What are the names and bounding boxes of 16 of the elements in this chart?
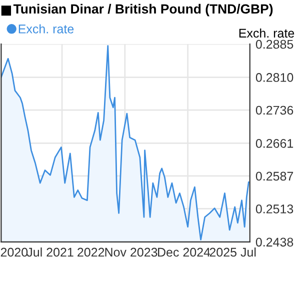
y-tick-label: 0.2736: [256, 106, 294, 115]
chart-title: Tunisian Dinar / British Pound (TND/GBP): [13, 4, 273, 16]
y-tick-label: 0.2661: [256, 139, 294, 148]
y-tick-label: 0.2885: [256, 40, 294, 49]
y-tick-label: 0.2810: [256, 73, 294, 82]
x-tick-label: 2022: [78, 248, 104, 257]
x-tick-label: Dec 2024: [158, 248, 210, 257]
x-tick-label: 2025 Jul: [210, 247, 256, 257]
y-tick-label: 0.2438: [256, 238, 294, 247]
x-tick-label: Nov 2023: [105, 248, 158, 257]
y-tick-label: 0.2587: [256, 172, 294, 181]
legend-label: Exch. rate: [18, 24, 74, 34]
y-tick-label: 0.2513: [256, 204, 294, 214]
x-tick-label: Jul 2021: [26, 247, 74, 257]
y-axis-title: Exch. rate: [239, 28, 294, 38]
x-tick-label: 2020: [0, 248, 28, 257]
